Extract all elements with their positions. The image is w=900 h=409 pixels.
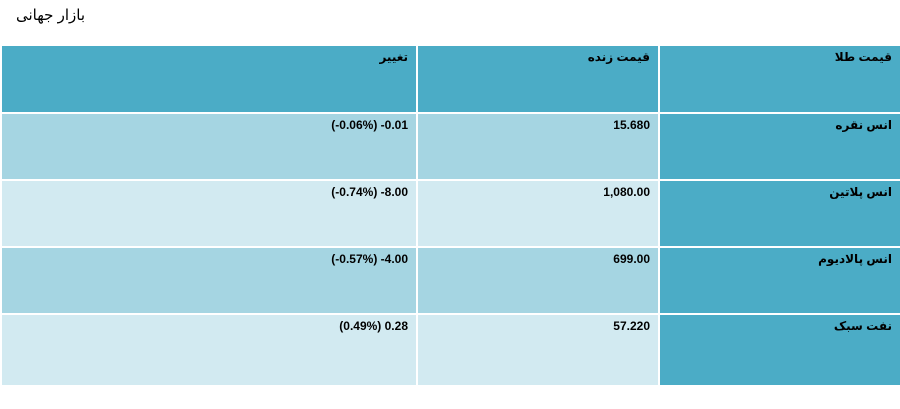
row-live-price: 57.220	[418, 315, 658, 385]
row-name: انس پالادیوم	[660, 248, 900, 313]
header-gold-price: قیمت طلا	[660, 46, 900, 112]
live-price-value: 1,080.00	[603, 185, 650, 199]
change-value: (0.49%) 0.28	[339, 319, 408, 333]
row-change: (0.49%) 0.28	[2, 315, 416, 385]
page-title: بازار جهانی	[16, 7, 86, 24]
live-price-value: 699.00	[613, 252, 650, 266]
row-name: انس پلاتین	[660, 181, 900, 246]
live-price-value: 57.220	[613, 319, 650, 333]
table-row: انس پلاتین 1,080.00 (-0.74%) -8.00	[2, 181, 900, 246]
change-value: (-0.57%) -4.00	[331, 252, 408, 266]
world-market-table: قیمت طلا قیمت زنده تغییر انس نقره 15.680…	[0, 44, 900, 387]
table-row: انس پالادیوم 699.00 (-0.57%) -4.00	[2, 248, 900, 313]
header-live-price: قیمت زنده	[418, 46, 658, 112]
table-row: انس نقره 15.680 (-0.06%) -0.01	[2, 114, 900, 179]
row-change: (-0.57%) -4.00	[2, 248, 416, 313]
header-change: تغییر	[2, 46, 416, 112]
row-live-price: 699.00	[418, 248, 658, 313]
row-live-price: 1,080.00	[418, 181, 658, 246]
row-name: نفت سبک	[660, 315, 900, 385]
row-live-price: 15.680	[418, 114, 658, 179]
table-header-row: قیمت طلا قیمت زنده تغییر	[2, 46, 900, 112]
row-change: (-0.74%) -8.00	[2, 181, 416, 246]
change-value: (-0.74%) -8.00	[331, 185, 408, 199]
live-price-value: 15.680	[613, 118, 650, 132]
row-name: انس نقره	[660, 114, 900, 179]
table-row: نفت سبک 57.220 (0.49%) 0.28	[2, 315, 900, 385]
change-value: (-0.06%) -0.01	[331, 118, 408, 132]
row-change: (-0.06%) -0.01	[2, 114, 416, 179]
